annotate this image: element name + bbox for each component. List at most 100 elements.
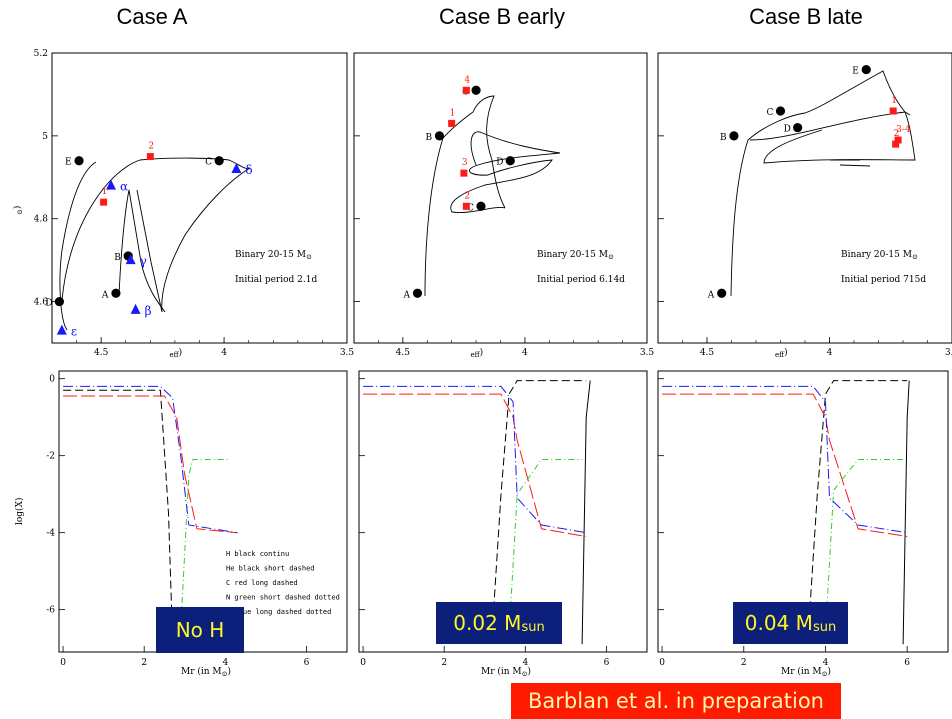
abundance-line-2-He [808,380,908,622]
top-point-2-6-label: 2 [894,129,900,139]
bottom-xlabel-0: Mr (in M⊙) [181,666,231,678]
top-point-2-3-label: D [784,125,791,135]
top-point-2-4-label: E [852,67,859,77]
top-point-1-0 [412,288,423,298]
top-ytick-label-0: 5.2 [34,49,48,59]
top-ytick-label-2: 4.8 [34,215,49,225]
track-case-b-early-1 [424,95,506,297]
top-point-1-4 [476,201,486,211]
top-point-0-5 [100,198,108,206]
top-point-0-2 [214,156,224,166]
bottom-xlabel-sun-2: ⊙ [822,670,828,678]
top-point-2-4 [861,64,871,75]
top-info-binary-sun-1: ⊙ [608,253,614,261]
envelope-mass-sub-2: sun [812,619,837,635]
bottom-xtick-label-1-3: 6 [604,658,610,668]
track-case-a-outer-left [59,161,97,331]
panel-title-case-a: Case A [116,4,188,29]
top-xtick-label-2-0: 4.5 [700,348,715,358]
top-point-1-6 [462,202,470,210]
bottom-xtick-label-2-2: 4 [823,658,829,668]
top-point-2-2-label: C [767,108,774,118]
abundance-line-2-O [662,385,908,534]
top-point-0-11 [56,324,67,335]
legend-entry-3: N green short dashed dotted [226,594,340,602]
panel-title-case-b-early: Case B early [439,4,565,29]
top-point-0-7-label: α [120,180,128,194]
bottom-xlabel-sun-0: ⊙ [222,670,228,678]
top-xlabel-1: eff) [471,347,484,359]
top-point-1-8 [462,86,470,94]
track-case-b-late-3 [830,111,911,167]
abundance-line-1-C [363,393,587,537]
top-point-1-0-label: A [402,290,410,300]
bottom-xlabel-1: Mr (in M⊙) [481,666,531,678]
top-info-period-1: Initial period 6.14d [537,275,625,285]
top-point-1-7 [460,169,468,177]
envelope-mass-box-0: No H [156,607,244,653]
top-point-0-6 [146,153,154,161]
top-point-1-5-label: 1 [450,108,456,118]
top-point-1-4-label: C [467,203,474,213]
top-xlabel-0: eff) [170,347,183,359]
bottom-xtick-label-1-1: 2 [441,658,447,668]
top-ylabel-close: ) [12,206,23,210]
top-point-2-0 [717,288,727,298]
top-point-1-1-label: B [425,133,432,143]
top-point-0-1-label: B [114,253,121,263]
top-info-binary-sun-2: ⊙ [912,253,918,261]
legend-entry-4: O blue long dashed dotted [226,608,331,616]
envelope-mass-text-0: No H [175,618,225,642]
abundance-line-0-N [180,459,230,629]
top-xlabel-sub-0: eff [170,351,180,359]
top-point-0-4 [74,156,84,166]
top-point-0-11-label: ε [71,325,77,339]
bottom-panel-frame-1 [358,370,648,653]
track-case-a-blue-link [136,189,163,313]
top-info-period-2: Initial period 715d [841,275,926,285]
track-case-b-late-2 [749,111,916,164]
bottom-xtick-label-0-2: 4 [222,658,228,668]
bottom-xtick-label-0-0: 0 [60,658,66,668]
bottom-ylabel: log(X) [14,498,25,526]
top-point-0-3-label: D [45,299,52,309]
top-xtick-label-2-1: 4 [827,348,833,358]
bottom-xtick-label-2-1: 2 [741,658,747,668]
top-xlabel-close-0: ) [179,347,183,358]
top-xtick-label-1-0: 4.5 [396,348,411,358]
bottom-xtick-label-0-1: 2 [141,658,147,668]
top-xlabel-2: eff) [775,347,788,359]
top-point-0-7 [106,179,116,190]
top-point-2-5-label: 1 [891,96,897,106]
abundance-line-0-C [63,395,238,534]
bottom-xtick-label-2-0: 0 [659,658,665,668]
abundance-line-1-O [363,385,587,534]
legend-entry-2: C red long dashed [226,579,298,587]
top-point-0-9 [125,254,136,265]
top-point-0-5-label: 1 [102,187,108,197]
abundance-line-2-H [902,380,910,645]
top-point-2-3 [793,122,803,133]
top-point-0-8-label: β [145,304,152,318]
top-point-1-7-label: 3 [462,158,468,168]
abundance-line-1-N [508,459,583,633]
legend-entry-1: He black short dashed [226,565,315,573]
bottom-xtick-label-1-2: 4 [522,658,528,668]
top-ytick-label-3: 4.6 [34,298,49,308]
top-xlabel-close-2: ) [784,347,788,358]
legend-entry-0: H black continu [226,550,289,558]
track-case-a-outer [61,157,251,301]
top-point-1-6-label: 2 [464,191,470,201]
top-point-0-0 [111,288,121,298]
track-case-b-early-3 [470,131,561,166]
track-case-a-return [161,167,251,313]
top-xlabel-sub-2: eff [775,351,785,359]
reference-banner: Barblan et al. in preparation [511,683,841,719]
top-point-1-8-label: 4 [464,75,470,85]
bottom-ytick-label-3: -6 [46,606,55,616]
top-xtick-label-0-2: 3.5 [340,348,355,358]
abundance-line-2-C [662,393,908,537]
bottom-xtick-label-0-3: 6 [304,658,310,668]
